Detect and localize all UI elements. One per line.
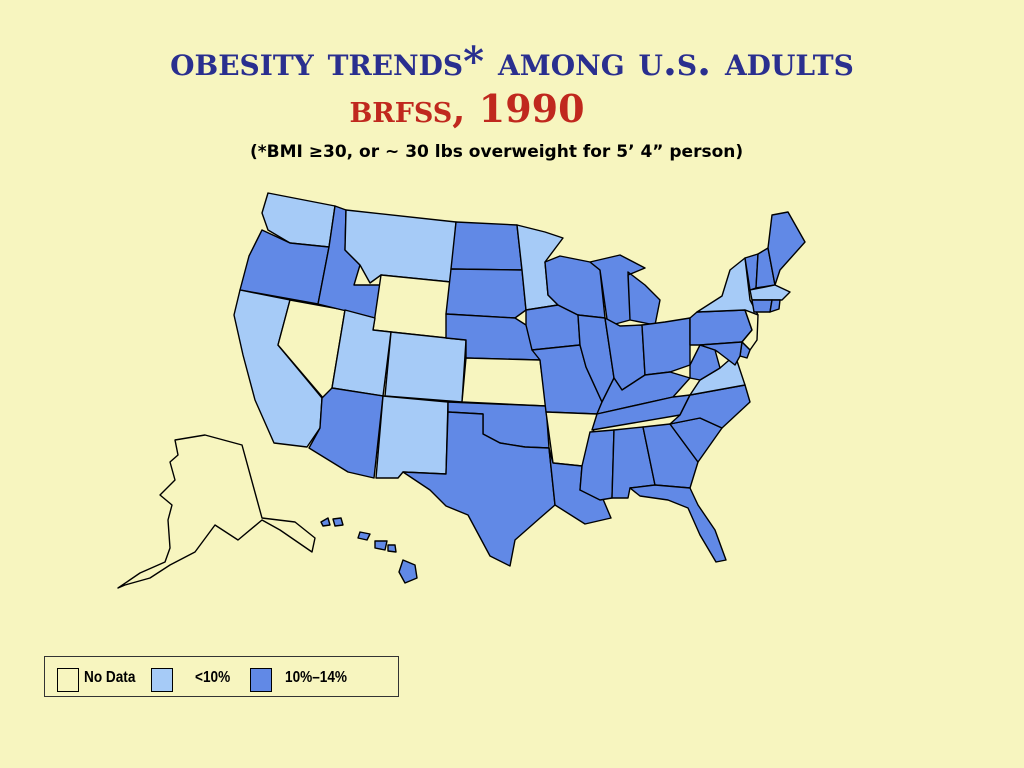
legend-label-10to14: 10%–14% — [285, 669, 348, 686]
state-georgia — [642, 423, 699, 489]
state-south-dakota — [445, 268, 527, 319]
state-ohio — [641, 317, 691, 376]
state-montana — [344, 209, 457, 284]
state-michigan — [589, 254, 661, 327]
state-alaska — [117, 434, 316, 589]
legend-swatch-no-data — [57, 668, 79, 692]
hawaii-island-lanai — [387, 544, 397, 553]
map-title: Obesity Trends* Among U.S. Adults — [170, 38, 854, 85]
state-colorado — [384, 331, 467, 403]
state-new-mexico — [375, 395, 449, 479]
legend-swatch-lt10 — [151, 668, 173, 692]
map-subtitle: BRFSS, 1990 — [349, 86, 585, 131]
state-north-dakota — [450, 221, 523, 271]
state-texas — [402, 411, 556, 567]
hawaii-island-maui — [374, 540, 388, 551]
state-kansas — [461, 357, 547, 407]
state-virginia — [689, 354, 746, 396]
hawaii-island-oahu — [332, 517, 344, 527]
state-connecticut — [751, 299, 773, 313]
bmi-footnote: (*BMI ≥30, or ~ 30 lbs overweight for 5’… — [250, 142, 744, 162]
map-legend: No Data <10% 10%–14% — [44, 656, 399, 697]
state-wyoming — [372, 274, 452, 339]
hawaii-island-kauai — [320, 517, 331, 527]
legend-swatch-10to14 — [250, 668, 272, 692]
legend-label-lt10: <10% — [195, 669, 231, 686]
state-pennsylvania — [689, 309, 753, 346]
state-rhode-island — [769, 299, 781, 313]
state-maine — [767, 211, 806, 286]
state-hawaii-islands — [320, 517, 418, 584]
hawaii-island-big-island — [398, 559, 418, 584]
state-maryland — [699, 341, 743, 366]
hawaii-island-molokai — [357, 531, 371, 541]
state-massachusetts — [749, 284, 791, 301]
state-florida — [629, 484, 727, 563]
legend-label-no-data: No Data — [84, 669, 136, 686]
